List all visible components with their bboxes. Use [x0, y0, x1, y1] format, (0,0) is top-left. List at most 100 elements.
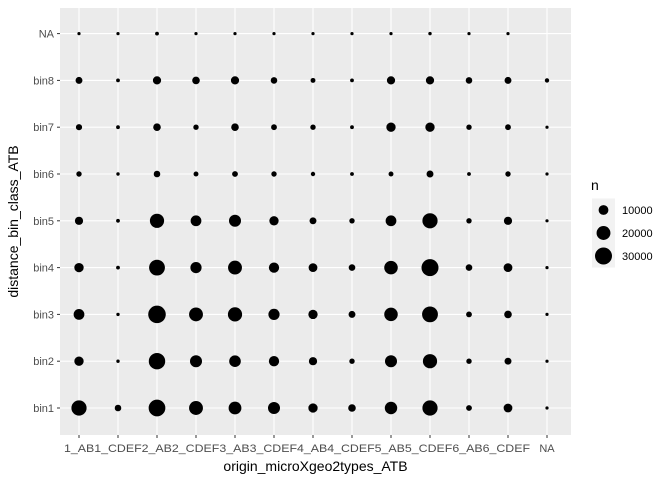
data-point [384, 307, 398, 322]
data-point [228, 214, 242, 227]
data-point [193, 171, 199, 177]
data-point [503, 403, 513, 413]
data-point [466, 358, 472, 364]
data-point [114, 404, 122, 412]
legend-label: 10000 [622, 205, 653, 217]
data-point [421, 259, 439, 277]
data-point [467, 31, 471, 36]
data-point [272, 31, 276, 36]
x-axis-title: origin_microXgeo2types_ATB [223, 458, 407, 474]
data-point [467, 172, 471, 176]
points-layer [71, 31, 550, 417]
data-point [149, 259, 165, 276]
legend-label: 20000 [622, 228, 653, 240]
data-point [189, 355, 203, 368]
data-point [349, 218, 355, 224]
data-point [505, 171, 511, 177]
data-point [384, 401, 398, 415]
data-point [465, 264, 473, 271]
data-point [152, 76, 162, 85]
data-point [271, 171, 277, 177]
data-point [190, 215, 202, 227]
y-tick-label: NA [39, 29, 55, 41]
data-point [348, 264, 356, 271]
data-point [308, 309, 318, 320]
y-axis: bin1 bin2 bin3 bin4 bin5 bin6 bin7 bin8 NA [33, 29, 60, 415]
y-tick-label: bin6 [33, 169, 54, 181]
data-point [153, 170, 161, 178]
data-point [389, 31, 393, 36]
data-point [116, 125, 120, 130]
data-point [466, 405, 472, 411]
data-point [270, 77, 278, 84]
y-tick-label: bin2 [33, 356, 54, 368]
y-axis-title: distance_bin_class_ATB [5, 145, 21, 297]
data-point [386, 122, 396, 132]
data-point [193, 124, 199, 130]
data-point [148, 305, 166, 324]
data-point [350, 31, 354, 36]
data-point [271, 124, 277, 131]
y-tick-label: bin1 [33, 403, 54, 415]
data-point [388, 171, 394, 177]
data-point [74, 356, 84, 366]
data-point [309, 217, 317, 225]
legend: n 10000 20000 30000 [591, 177, 653, 268]
x-axis: 1_AB1_CDEF2_AB2_CDEF3_AB3_CDEF4_AB4_CDEF… [64, 435, 555, 455]
data-point [348, 404, 356, 412]
data-point [189, 401, 203, 415]
legend-key-point [595, 247, 612, 265]
data-point [504, 357, 512, 365]
data-point [231, 123, 239, 131]
legend-label: 30000 [622, 251, 653, 263]
data-point [308, 263, 318, 272]
data-point [148, 399, 166, 417]
data-point [503, 263, 513, 272]
data-point [268, 262, 280, 273]
data-point [308, 357, 318, 366]
data-point [545, 266, 549, 270]
data-point [422, 306, 438, 323]
data-point [386, 76, 396, 85]
data-point [428, 31, 432, 36]
data-point [116, 312, 120, 317]
data-point [545, 359, 549, 363]
data-point [269, 216, 279, 226]
data-point [308, 403, 318, 413]
data-point [466, 124, 472, 130]
data-point [349, 358, 355, 364]
data-point [155, 31, 159, 36]
data-point [75, 124, 83, 131]
data-point [71, 400, 87, 416]
data-point [503, 216, 513, 225]
data-point [194, 31, 198, 36]
data-point [268, 308, 280, 320]
data-point [233, 31, 237, 36]
y-tick-label: bin3 [33, 309, 54, 321]
data-point [75, 76, 83, 84]
legend-key-point [598, 205, 609, 215]
data-point [267, 401, 281, 415]
data-point [425, 122, 435, 132]
data-point [505, 124, 511, 131]
data-point [504, 76, 512, 84]
data-point [384, 355, 398, 368]
data-point [350, 125, 354, 130]
data-point [348, 310, 356, 318]
x-tick-label: 1_AB1_CDEF2_AB2_CDEF3_AB3_CDEF4_AB4_CDEF… [64, 443, 530, 455]
data-point [384, 260, 398, 275]
data-point [544, 78, 550, 83]
data-point [228, 260, 242, 275]
data-point [116, 359, 120, 363]
data-point [116, 172, 120, 176]
data-point [422, 354, 438, 369]
data-point [74, 216, 84, 225]
data-point [310, 171, 316, 177]
data-point [228, 401, 242, 415]
data-point [116, 218, 120, 223]
data-point [350, 172, 354, 176]
data-point [311, 31, 315, 36]
y-tick-label: bin7 [33, 122, 54, 134]
